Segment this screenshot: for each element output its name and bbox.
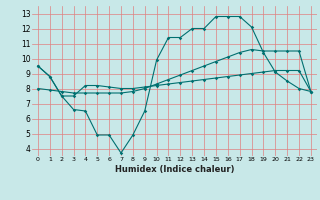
- X-axis label: Humidex (Indice chaleur): Humidex (Indice chaleur): [115, 165, 234, 174]
